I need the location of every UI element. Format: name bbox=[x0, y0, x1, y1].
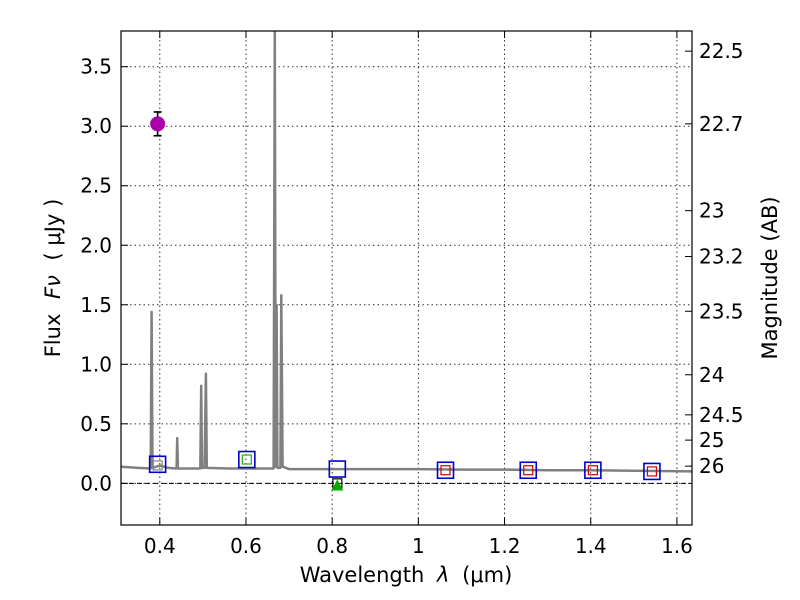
observed-flux-square bbox=[148, 455, 167, 474]
right-tick-label: 23.2 bbox=[699, 245, 744, 269]
y-tick-label: 1.5 bbox=[80, 293, 112, 317]
x-axis-label: Wavelength λ (μm) bbox=[300, 563, 513, 587]
right-tick-label: 26 bbox=[699, 454, 724, 478]
x-tick-label: 1 bbox=[412, 534, 425, 558]
plot-background bbox=[121, 31, 692, 525]
x-tick-label: 0.6 bbox=[230, 534, 262, 558]
y-tick-label: 0.0 bbox=[80, 471, 112, 495]
right-tick-label: 24.5 bbox=[699, 403, 744, 427]
plot-frame bbox=[120, 30, 693, 526]
green-triangle-marker bbox=[331, 479, 344, 491]
right-tick-label: 22.5 bbox=[699, 39, 744, 63]
x-tick-label: 0.8 bbox=[316, 534, 348, 558]
x-axis-ticks: 0.4 0.6 0.8 1 1.2 1.4 1.6 bbox=[144, 31, 693, 558]
right-axis-label: Magnitude (AB) bbox=[758, 196, 782, 359]
model-flux-square bbox=[523, 465, 534, 476]
plot-area bbox=[121, 31, 692, 491]
model-flux-square bbox=[241, 454, 252, 465]
y-tick-label: 0.5 bbox=[80, 412, 112, 436]
grid-lines bbox=[121, 31, 692, 525]
x-tick-label: 1.4 bbox=[575, 534, 607, 558]
observed-flux-square bbox=[328, 460, 347, 478]
x-tick-label: 1.2 bbox=[489, 534, 521, 558]
right-tick-label: 24 bbox=[699, 363, 724, 387]
model-flux-square bbox=[587, 465, 598, 476]
observed-flux-square bbox=[643, 462, 661, 481]
x-tick-label: 1.6 bbox=[661, 534, 693, 558]
model-flux-square bbox=[440, 465, 451, 476]
right-tick-label: 22.7 bbox=[699, 112, 744, 136]
magenta-detection-point bbox=[150, 116, 166, 132]
observed-flux-square bbox=[436, 461, 455, 480]
observed-flux-square bbox=[519, 461, 538, 480]
right-tick-label: 23.5 bbox=[699, 299, 744, 323]
y-axis-label: Flux Fν ( μJy ) bbox=[41, 199, 65, 358]
model-flux-square bbox=[646, 466, 658, 477]
x-tick-label: 0.4 bbox=[144, 534, 176, 558]
y-tick-label: 2.0 bbox=[80, 233, 112, 257]
model-spectrum-line bbox=[121, 31, 692, 473]
y-tick-label: 1.0 bbox=[80, 352, 112, 376]
y-tick-label: 3.0 bbox=[80, 114, 112, 138]
photometry-markers bbox=[148, 111, 661, 491]
model-flux-square bbox=[152, 460, 163, 471]
y-tick-label: 2.5 bbox=[80, 174, 112, 198]
right-tick-label: 25 bbox=[699, 428, 724, 452]
y-tick-label: 3.5 bbox=[80, 55, 112, 79]
right-tick-label: 23 bbox=[699, 199, 724, 223]
y-axis-ticks: 0.0 0.5 1.0 1.5 2.0 2.5 3.0 3.5 bbox=[80, 55, 128, 495]
observed-flux-square bbox=[238, 450, 256, 469]
observed-flux-square bbox=[584, 461, 602, 480]
